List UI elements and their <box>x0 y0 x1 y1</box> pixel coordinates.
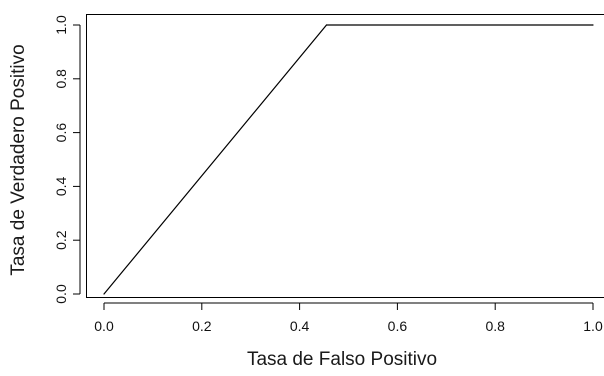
axes-layer: 0.0 0.2 0.4 0.6 0.8 1.0 0.0 0.2 0.4 0.6 0.8 1.0 <box>53 14 604 334</box>
roc-curve <box>103 24 593 295</box>
y-tick-label: 1.0 <box>53 15 69 35</box>
x-tick-label: 0.4 <box>290 318 310 334</box>
x-tick-label: 1.0 <box>583 318 603 334</box>
x-tick-label: 0.6 <box>388 318 408 334</box>
x-axis-title: Tasa de Falso Positivo <box>247 349 437 370</box>
y-tick-label: 0.8 <box>53 69 69 89</box>
roc-point <box>592 24 594 26</box>
x-tick-label: 0.8 <box>485 318 505 334</box>
y-tick-label: 0.4 <box>53 176 69 196</box>
x-tick-label: 0.2 <box>192 318 212 334</box>
y-tick-label: 0.6 <box>53 123 69 143</box>
y-axis-title: Tasa de Verdadero Positivo <box>8 44 29 275</box>
roc-point <box>103 293 105 295</box>
y-tick-label: 0.2 <box>53 230 69 250</box>
data-layer <box>103 24 594 295</box>
x-tick-label: 0.0 <box>94 318 114 334</box>
y-tick-label: 0.0 <box>53 284 69 304</box>
plot-frame <box>86 14 604 298</box>
roc-point <box>325 24 328 26</box>
